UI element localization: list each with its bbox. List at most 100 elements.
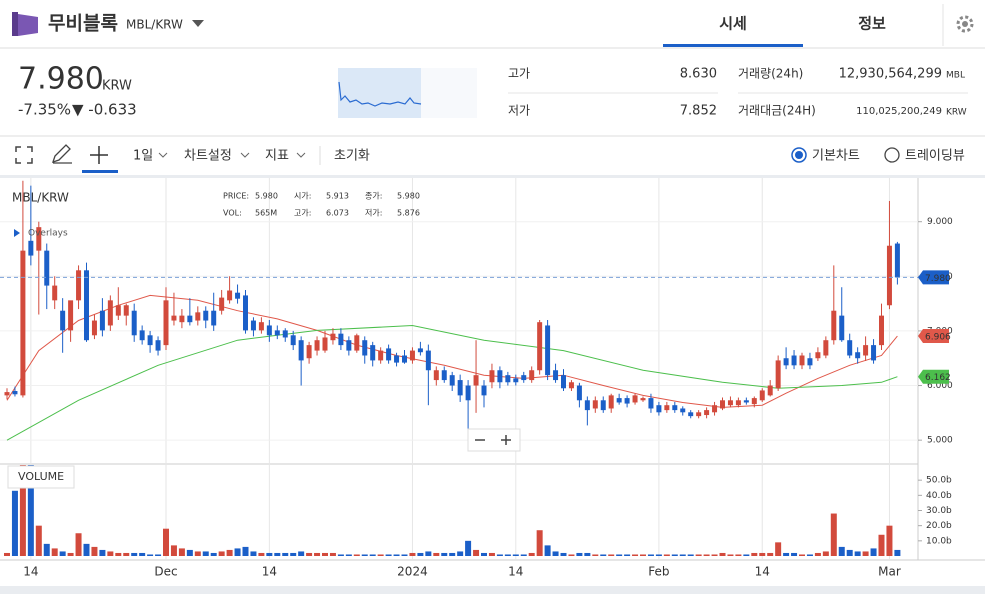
- volume-bar: [520, 554, 527, 556]
- price-tag: [918, 329, 949, 344]
- volume-bar: [846, 549, 853, 556]
- volume-bar: [258, 552, 265, 556]
- volume-bar: [528, 552, 535, 556]
- candle-body: [648, 398, 654, 409]
- candle-body: [306, 345, 312, 359]
- candle-body: [354, 335, 360, 351]
- candle-body: [147, 335, 153, 346]
- candle-body: [863, 345, 869, 356]
- candle-body: [433, 370, 439, 381]
- fullscreen-icon[interactable]: [15, 146, 33, 164]
- volume-bar: [457, 551, 464, 556]
- crosshair-icon[interactable]: [90, 146, 108, 164]
- candle-body: [545, 325, 551, 376]
- volume-bar: [131, 552, 138, 556]
- candle-body: [664, 405, 670, 411]
- candle-body: [537, 322, 543, 371]
- volume-bar: [329, 552, 336, 556]
- volume-bar: [536, 530, 543, 556]
- candle-body: [505, 375, 511, 383]
- volume-bar: [735, 554, 742, 556]
- volume-bar: [290, 552, 297, 556]
- volume-bar: [632, 554, 639, 556]
- candle-body: [855, 352, 861, 359]
- volume-tick-label: 20.0b: [926, 521, 952, 531]
- candle-body: [513, 378, 519, 383]
- x-tick-label: Mar: [878, 565, 901, 579]
- info-value: 565M: [255, 209, 277, 218]
- y-tick-label: 9.000: [927, 217, 953, 227]
- tab[interactable]: 정보: [858, 15, 886, 33]
- volume-box: [7, 465, 75, 489]
- candle-body: [258, 322, 264, 331]
- candle-body: [712, 405, 718, 413]
- candle-body: [20, 250, 26, 396]
- volume-bar: [838, 546, 845, 556]
- volume-bar: [306, 552, 313, 556]
- volume-bar: [799, 554, 805, 556]
- price-tag: [918, 270, 949, 285]
- mode[interactable]: 기본차트: [812, 149, 860, 164]
- info-label: VOL:: [223, 209, 242, 218]
- candle-body: [425, 350, 431, 371]
- overlays-toggle[interactable]: [14, 229, 20, 237]
- volume-bar: [83, 543, 90, 556]
- mini-chart-line: [338, 81, 422, 107]
- radio[interactable]: [791, 147, 807, 163]
- mode[interactable]: 트레이딩뷰: [905, 149, 965, 164]
- info-label: 종가:: [365, 192, 382, 201]
- candle-body: [250, 320, 256, 331]
- tab-underline: [663, 44, 803, 47]
- menu[interactable]: 차트설정: [184, 149, 232, 164]
- volume-bar: [504, 554, 511, 556]
- volume-bar: [473, 549, 480, 556]
- candle-body: [338, 333, 344, 346]
- zoom-in[interactable]: [501, 435, 511, 445]
- volume-bar: [282, 552, 289, 556]
- x-tick-label: Feb: [648, 565, 669, 579]
- x-tick-label: 14: [755, 565, 770, 579]
- volume-bar: [647, 554, 654, 556]
- candle-body: [4, 392, 10, 396]
- volume-bar: [425, 551, 432, 556]
- draw-icon[interactable]: [51, 144, 72, 164]
- candle-body: [775, 360, 781, 389]
- volume-bar: [274, 552, 281, 556]
- candle-body: [68, 300, 74, 331]
- candle-body: [457, 380, 463, 396]
- overlays-label[interactable]: Overlays: [28, 229, 68, 239]
- volume-bar: [886, 525, 893, 556]
- candle-body: [211, 310, 217, 326]
- reset[interactable]: 초기화: [334, 149, 370, 164]
- menu[interactable]: 지표: [265, 149, 289, 164]
- footer-bar: [0, 586, 985, 594]
- candle-body: [847, 340, 853, 356]
- candle-body: [409, 350, 415, 361]
- candle-body: [592, 400, 598, 409]
- chevron: [296, 152, 306, 158]
- volume-bar: [496, 554, 503, 556]
- volume-bar: [226, 549, 233, 556]
- volume-bar: [695, 554, 702, 556]
- candle-body: [107, 300, 113, 326]
- radio[interactable]: [884, 147, 900, 163]
- volume-bar: [11, 490, 18, 556]
- candle-body: [203, 310, 209, 321]
- candle-body: [561, 375, 566, 389]
- candle-body: [616, 398, 622, 403]
- candle-body: [720, 400, 725, 409]
- candle-body: [759, 390, 765, 401]
- candle-body: [330, 333, 336, 341]
- coin-name: 무비블록: [48, 13, 118, 35]
- volume-bar: [640, 554, 646, 556]
- candle-body: [84, 270, 89, 341]
- candle-body: [219, 297, 225, 311]
- volume-bar: [202, 551, 209, 556]
- candle-body: [394, 355, 400, 363]
- logo: [12, 12, 18, 36]
- price-tag-label: 7.980: [925, 274, 951, 284]
- settings-icon[interactable]: [956, 15, 974, 33]
- menu[interactable]: 1일: [133, 149, 153, 164]
- tab[interactable]: 시세: [719, 15, 747, 33]
- dropdown[interactable]: [192, 20, 204, 27]
